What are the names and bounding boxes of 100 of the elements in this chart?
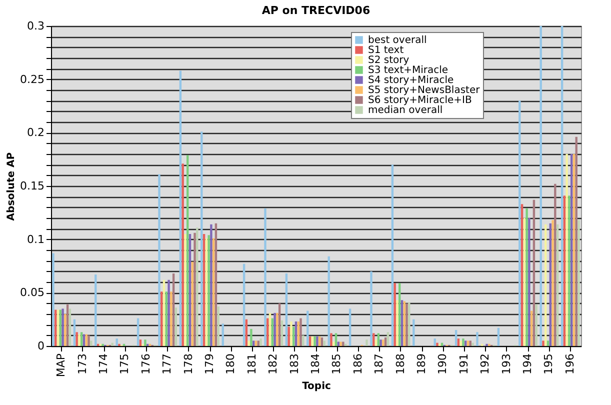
- legend-label: S4 story+Miracle: [368, 75, 454, 86]
- bar: [268, 312, 272, 346]
- bar: [526, 208, 528, 346]
- x-tick-label: 192: [478, 354, 492, 374]
- bar: [412, 319, 415, 346]
- bar: [252, 340, 255, 346]
- bar: [552, 220, 554, 346]
- bar: [217, 306, 220, 346]
- bar: [318, 336, 321, 346]
- bar: [172, 273, 175, 346]
- bar: [306, 310, 309, 346]
- bar: [578, 220, 580, 346]
- bar: [400, 300, 404, 346]
- bar: [572, 154, 576, 346]
- bar: [472, 342, 474, 346]
- bar: [111, 342, 114, 346]
- bar: [90, 340, 92, 346]
- x-tick-label: 179: [203, 354, 216, 374]
- bar: [323, 340, 326, 346]
- bar: [188, 234, 192, 346]
- bar: [292, 326, 295, 346]
- bar: [403, 301, 406, 346]
- bar: [271, 318, 274, 346]
- bar: [386, 332, 390, 346]
- bar: [94, 274, 97, 346]
- bar: [158, 174, 160, 346]
- bar: [366, 340, 368, 346]
- bar: [139, 340, 142, 346]
- x-tick-label: 176: [139, 354, 152, 374]
- bar: [436, 342, 438, 346]
- bar: [56, 310, 60, 346]
- bar: [377, 333, 380, 346]
- bar: [68, 308, 72, 346]
- bar: [59, 310, 62, 346]
- bar: [308, 336, 312, 346]
- x-tick-label: 196: [563, 354, 576, 374]
- bar: [222, 324, 224, 346]
- bar: [184, 234, 186, 346]
- bar: [570, 154, 573, 346]
- bar: [80, 332, 83, 346]
- bar: [314, 336, 316, 346]
- bar: [320, 337, 324, 346]
- bar: [88, 335, 90, 346]
- bar: [554, 184, 556, 346]
- bar: [370, 271, 372, 346]
- bar: [556, 224, 559, 346]
- bar: [242, 264, 246, 346]
- bar: [285, 273, 288, 346]
- bar: [394, 283, 396, 346]
- bar: [372, 333, 375, 346]
- bar: [276, 312, 278, 346]
- x-tick-label: 180: [224, 354, 238, 374]
- bar: [214, 223, 218, 346]
- y-tick-label: 0.05: [20, 286, 44, 300]
- bar: [316, 336, 318, 346]
- bar: [434, 338, 436, 346]
- bar: [280, 320, 284, 346]
- x-tick-label: 178: [182, 354, 195, 374]
- bar: [535, 304, 538, 346]
- bar: [340, 342, 342, 346]
- bar: [566, 154, 568, 346]
- bar: [196, 228, 198, 346]
- bar: [466, 340, 470, 346]
- bar: [294, 321, 298, 346]
- bar: [300, 318, 302, 346]
- legend-label: S3 text+Miracle: [368, 65, 448, 76]
- bar: [464, 340, 467, 346]
- x-tick-label: 190: [436, 354, 450, 374]
- bar: [191, 262, 194, 346]
- y-tick-label: 0.15: [20, 180, 44, 192]
- bar: [208, 235, 210, 346]
- bar: [162, 280, 166, 346]
- bar: [328, 256, 330, 346]
- bar: [245, 319, 248, 346]
- y-tick-label: 0: [38, 340, 44, 352]
- x-tick-label: 181: [245, 354, 258, 374]
- x-tick-label: 188: [394, 354, 407, 374]
- bar: [264, 208, 266, 346]
- x-tick-label: 189: [415, 354, 428, 374]
- bar: [54, 310, 57, 346]
- bar: [170, 292, 172, 346]
- bar: [288, 326, 290, 346]
- x-tick-label: MAP: [54, 353, 68, 378]
- x-tick-label: 177: [160, 354, 174, 374]
- bar: [64, 314, 66, 346]
- x-tick-label: 182: [266, 354, 280, 374]
- bar: [165, 292, 168, 346]
- bar: [179, 70, 182, 346]
- bar: [334, 333, 338, 346]
- bar: [568, 196, 570, 346]
- bar: [476, 332, 478, 346]
- bar: [563, 196, 566, 346]
- bar: [136, 318, 140, 346]
- bar: [330, 333, 332, 346]
- bar: [348, 308, 352, 346]
- bar: [457, 338, 460, 346]
- bar: [560, 26, 564, 346]
- x-tick-label: 194: [521, 354, 534, 374]
- bar: [454, 330, 458, 346]
- bar: [391, 164, 394, 346]
